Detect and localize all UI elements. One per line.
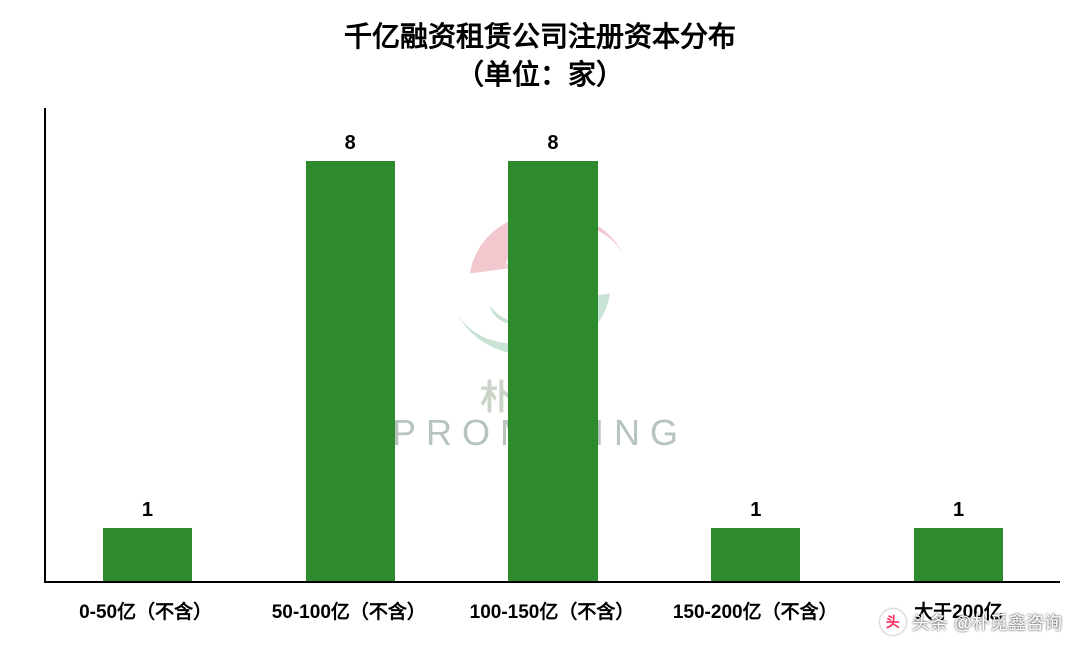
bar-value-label: 8: [547, 132, 558, 155]
bars-container: 18811: [46, 108, 1060, 581]
x-axis-label: 100-150亿（不含）: [450, 583, 653, 651]
bar-slot: 1: [857, 108, 1060, 581]
chart-frame: 朴觅鑫 PROMISING 千亿融资租赁公司注册资本分布 （单位：家） 1881…: [0, 0, 1080, 651]
bar: 1: [711, 528, 800, 581]
x-axis-label: 150-200亿（不含）: [654, 583, 857, 651]
bar: 1: [103, 528, 192, 581]
bar: 8: [508, 161, 597, 581]
attribution-prefix: 头条: [912, 609, 948, 635]
bar-value-label: 1: [142, 499, 153, 522]
bar: 8: [306, 161, 395, 581]
bar-value-label: 1: [953, 499, 964, 522]
plot-area: 18811: [44, 108, 1060, 583]
bar-slot: 1: [46, 108, 249, 581]
bar-slot: 1: [654, 108, 857, 581]
bar-slot: 8: [249, 108, 452, 581]
attribution-icon-glyph: 头: [886, 615, 900, 629]
bar-value-label: 1: [750, 499, 761, 522]
chart-title-line2: （单位：家）: [0, 56, 1080, 94]
attribution-handle: @朴觅鑫咨询: [954, 609, 1062, 635]
bar: 1: [914, 528, 1003, 581]
bar-slot: 8: [452, 108, 655, 581]
x-axis-label: 50-100亿（不含）: [247, 583, 450, 651]
attribution: 头 头条 @朴觅鑫咨询: [880, 609, 1062, 635]
chart-title: 千亿融资租赁公司注册资本分布 （单位：家）: [0, 0, 1080, 94]
chart-title-line1: 千亿融资租赁公司注册资本分布: [0, 18, 1080, 56]
x-axis-label: 0-50亿（不含）: [44, 583, 247, 651]
bar-value-label: 8: [345, 132, 356, 155]
attribution-icon: 头: [880, 609, 906, 635]
